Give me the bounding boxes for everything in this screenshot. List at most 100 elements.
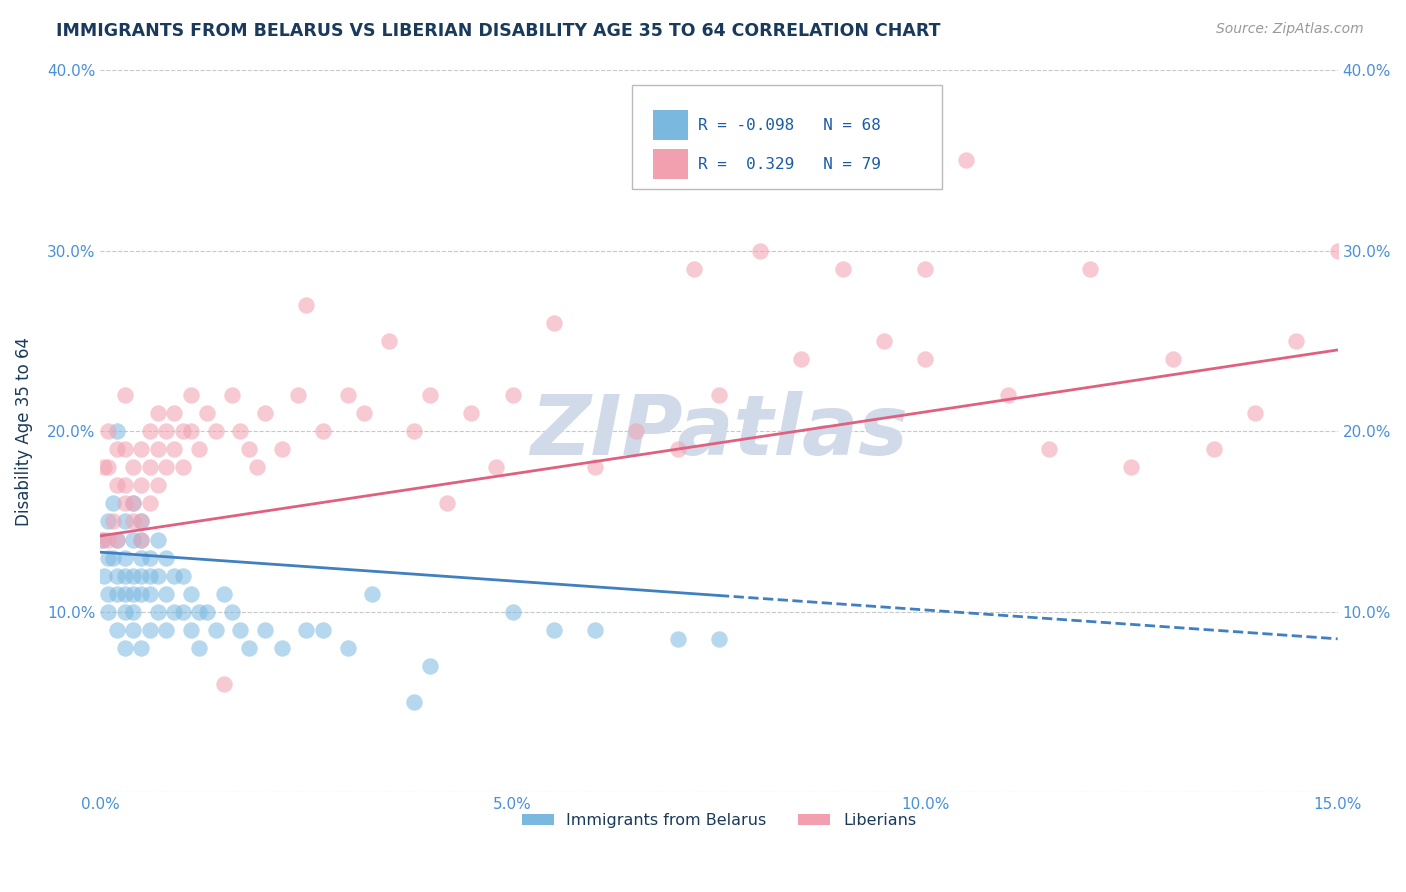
Point — [419, 659, 441, 673]
Point — [180, 587, 202, 601]
Point — [212, 587, 235, 601]
Point — [312, 424, 335, 438]
Point — [97, 550, 120, 565]
Point — [749, 244, 772, 258]
Point — [229, 623, 252, 637]
Point — [122, 496, 145, 510]
Point — [353, 406, 375, 420]
Point — [122, 568, 145, 582]
Point — [460, 406, 482, 420]
Point — [163, 568, 186, 582]
Point — [831, 261, 853, 276]
Point — [997, 388, 1019, 402]
Point — [93, 460, 115, 475]
Point — [1244, 406, 1267, 420]
Text: IMMIGRANTS FROM BELARUS VS LIBERIAN DISABILITY AGE 35 TO 64 CORRELATION CHART: IMMIGRANTS FROM BELARUS VS LIBERIAN DISA… — [56, 22, 941, 40]
Point — [139, 623, 162, 637]
Point — [131, 478, 153, 492]
Point — [131, 533, 153, 547]
Point — [270, 442, 292, 457]
Point — [361, 587, 384, 601]
Point — [188, 640, 211, 655]
Point — [155, 460, 177, 475]
Point — [105, 478, 128, 492]
Point — [146, 568, 169, 582]
Point — [180, 388, 202, 402]
Point — [163, 605, 186, 619]
Point — [114, 496, 136, 510]
Point — [707, 632, 730, 646]
Point — [114, 568, 136, 582]
Point — [955, 153, 977, 168]
Point — [131, 515, 153, 529]
Point — [155, 587, 177, 601]
Point — [229, 424, 252, 438]
Point — [254, 623, 277, 637]
Point — [131, 533, 153, 547]
Point — [212, 677, 235, 691]
Point — [163, 406, 186, 420]
Point — [1038, 442, 1060, 457]
Point — [91, 533, 114, 547]
Point — [1368, 442, 1391, 457]
Point — [254, 406, 277, 420]
Point — [105, 568, 128, 582]
Text: ZIPatlas: ZIPatlas — [530, 391, 908, 472]
Point — [114, 550, 136, 565]
Point — [114, 442, 136, 457]
Point — [1078, 261, 1101, 276]
Point — [122, 587, 145, 601]
Point — [139, 550, 162, 565]
Point — [146, 478, 169, 492]
Point — [683, 261, 706, 276]
Point — [146, 406, 169, 420]
Point — [131, 568, 153, 582]
Point — [180, 623, 202, 637]
Point — [1202, 442, 1225, 457]
Point — [914, 261, 936, 276]
Point — [221, 388, 243, 402]
Point — [666, 442, 689, 457]
Point — [172, 605, 194, 619]
Point — [97, 515, 120, 529]
Text: R = -0.098   N = 68: R = -0.098 N = 68 — [697, 118, 880, 133]
Point — [101, 496, 124, 510]
Point — [105, 533, 128, 547]
Bar — [654, 110, 688, 140]
Point — [114, 478, 136, 492]
Point — [295, 298, 318, 312]
Point — [221, 605, 243, 619]
Point — [204, 424, 226, 438]
Point — [436, 496, 458, 510]
Point — [93, 568, 115, 582]
Point — [707, 388, 730, 402]
Point — [155, 550, 177, 565]
Point — [97, 460, 120, 475]
Point — [101, 515, 124, 529]
Point — [122, 605, 145, 619]
Point — [122, 515, 145, 529]
Point — [188, 442, 211, 457]
Point — [122, 623, 145, 637]
Point — [1326, 244, 1348, 258]
Point — [336, 640, 359, 655]
Point — [114, 605, 136, 619]
Point — [105, 623, 128, 637]
Point — [312, 623, 335, 637]
Point — [139, 424, 162, 438]
Point — [378, 334, 401, 348]
Text: Source: ZipAtlas.com: Source: ZipAtlas.com — [1216, 22, 1364, 37]
Point — [295, 623, 318, 637]
Point — [238, 442, 260, 457]
Point — [97, 587, 120, 601]
Point — [204, 623, 226, 637]
Point — [543, 623, 565, 637]
Point — [122, 533, 145, 547]
Point — [502, 605, 524, 619]
Point — [131, 442, 153, 457]
Point — [139, 568, 162, 582]
Point — [287, 388, 309, 402]
Point — [131, 515, 153, 529]
Point — [155, 424, 177, 438]
Point — [197, 605, 219, 619]
